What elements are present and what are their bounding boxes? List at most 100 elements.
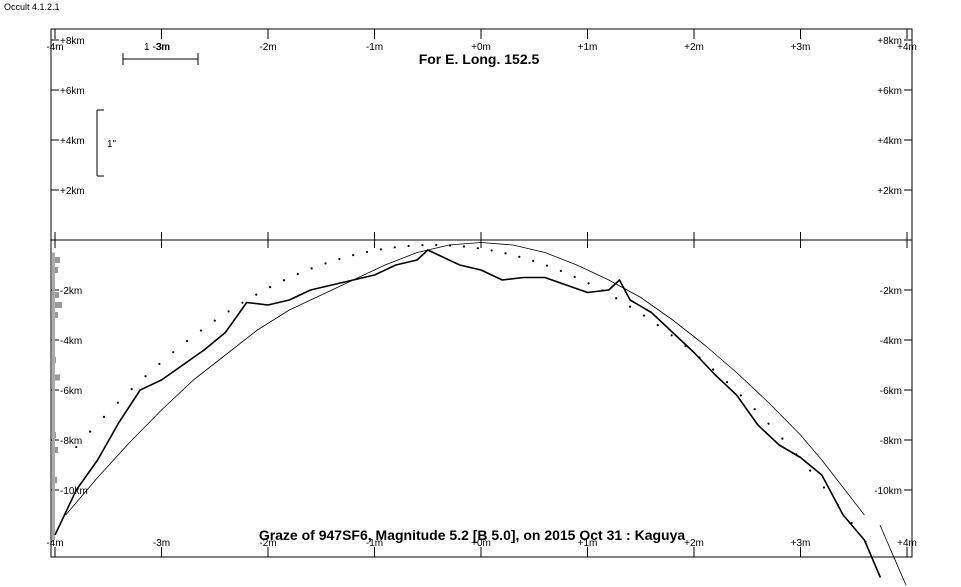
y-tick-label-left: +2km xyxy=(60,186,85,197)
limb-dot xyxy=(310,267,313,270)
histogram-bar xyxy=(52,257,60,263)
y-tick-label-right: +8km xyxy=(877,36,902,47)
y-tick-label-left: -8km xyxy=(60,436,82,447)
limb-dot xyxy=(365,250,369,254)
limb-dot xyxy=(213,319,216,322)
limb-dot xyxy=(629,305,632,308)
y-tick-label-left: -2km xyxy=(60,286,82,297)
limb-dot xyxy=(199,329,203,332)
horizontal-scale-bar xyxy=(122,53,199,65)
limb-dot xyxy=(296,272,299,276)
limb-dot xyxy=(102,415,106,418)
y-tick-label-right: -6km xyxy=(880,386,902,397)
limb-dot xyxy=(75,445,78,449)
limb-profile-series xyxy=(54,242,907,586)
limb-dot xyxy=(116,401,119,404)
residual-histogram xyxy=(52,252,62,540)
x-tick-label-top: -3m xyxy=(153,42,170,53)
app-title: Occult 4.1.2.1 xyxy=(4,2,60,12)
x-tick-label-top: -2m xyxy=(259,42,276,53)
limb-dot xyxy=(725,381,729,384)
limb-dot xyxy=(255,293,258,296)
limb-dot xyxy=(642,314,646,317)
x-tick-label-top: +1m xyxy=(578,42,598,53)
y-tick-label-right: +6km xyxy=(877,86,902,97)
limb-dot xyxy=(545,264,549,267)
limb-dot xyxy=(587,282,590,285)
limb-dot xyxy=(615,297,618,300)
histogram-bar xyxy=(52,302,62,308)
limb-dot xyxy=(573,275,576,278)
limb-dot xyxy=(559,269,562,273)
tick-marks xyxy=(51,29,912,557)
y-tick-label-left: +4km xyxy=(60,136,85,147)
limb-dot xyxy=(379,248,382,251)
limb-dot xyxy=(712,368,715,371)
limb-dot xyxy=(753,408,756,411)
limb-dot xyxy=(89,430,92,433)
histogram-bar xyxy=(52,374,60,381)
vertical-scale-bar xyxy=(96,109,104,177)
x-tick-label-bottom: +1m xyxy=(578,538,598,549)
limb-dot xyxy=(781,437,784,440)
limb-dot xyxy=(130,388,133,391)
x-tick-label-bottom: -2m xyxy=(259,538,276,549)
limb-dot xyxy=(172,351,175,354)
x-tick-label-bottom: +2m xyxy=(684,538,704,549)
limb-dot xyxy=(767,422,770,425)
x-tick-label-top: +2m xyxy=(684,42,704,53)
limb-dot xyxy=(822,486,826,489)
observed-profile-line xyxy=(54,249,882,578)
y-tick-label-left: +6km xyxy=(60,86,85,97)
y-tick-label-left: -10km xyxy=(60,486,88,497)
limb-dot xyxy=(504,252,507,255)
x-tick-label-bottom: +4m xyxy=(897,538,917,549)
y-tick-label-left: -4km xyxy=(60,336,82,347)
x-tick-label-top: -4m xyxy=(46,42,63,53)
limb-dot xyxy=(462,245,466,248)
chart-title: For E. Long. 152.5 xyxy=(419,51,540,67)
limb-dot xyxy=(656,324,659,327)
y-tick-label-right: +2km xyxy=(877,186,902,197)
limb-dot xyxy=(518,255,521,258)
x-tick-label-bottom: +3m xyxy=(791,538,811,549)
limb-dot xyxy=(421,244,424,247)
y-tick-label-right: -2km xyxy=(880,286,902,297)
limb-dot xyxy=(670,334,673,337)
tick-labels: -4m -3m -2m -1m +0m +1m +2m +3m +4m -4m -3m -2m -1m +… xyxy=(46,36,916,549)
y-tick-label-left: +8km xyxy=(60,36,85,47)
y-tick-label-right: -4km xyxy=(880,336,902,347)
x-tick-label-top: +0m xyxy=(471,42,491,53)
plot-frame xyxy=(50,28,913,558)
x-tick-label-bottom: +0m xyxy=(471,538,491,549)
y-tick-label-left: -6km xyxy=(60,386,82,397)
histogram-bar xyxy=(52,292,59,298)
limb-dot xyxy=(476,247,479,250)
limb-dot xyxy=(324,262,327,265)
y-tick-label-right: -8km xyxy=(880,436,902,447)
limb-dot xyxy=(282,279,286,282)
limb-dot xyxy=(435,243,438,247)
scale-bar-label: 1 -3m xyxy=(144,42,170,53)
y-tick-label-right: -10km xyxy=(874,486,902,497)
limb-dot xyxy=(241,301,244,304)
limb-dot xyxy=(393,246,396,249)
limb-dot xyxy=(808,469,812,472)
limb-dot xyxy=(407,244,410,248)
x-tick-label-top: -1m xyxy=(366,42,383,53)
smoothed-profile-line xyxy=(65,242,865,516)
y-tick-label-right: +4km xyxy=(877,136,902,147)
chart-footer: Graze of 947SF6, Magnitude 5.2 [B 5.0], … xyxy=(259,527,686,543)
predicted-limb-dots xyxy=(75,243,867,543)
limb-dot xyxy=(144,375,147,378)
limb-dot xyxy=(158,362,161,365)
limb-dot xyxy=(227,310,230,313)
x-tick-label-top: +3m xyxy=(791,42,811,53)
limb-dot xyxy=(490,249,493,252)
limb-dot xyxy=(185,339,189,343)
x-tick-label-bottom: -1m xyxy=(366,538,383,549)
limb-tail-line xyxy=(879,524,907,586)
limb-dot xyxy=(739,394,742,397)
vertical-scale-label: 1" xyxy=(107,139,117,150)
limb-dot xyxy=(352,254,355,257)
